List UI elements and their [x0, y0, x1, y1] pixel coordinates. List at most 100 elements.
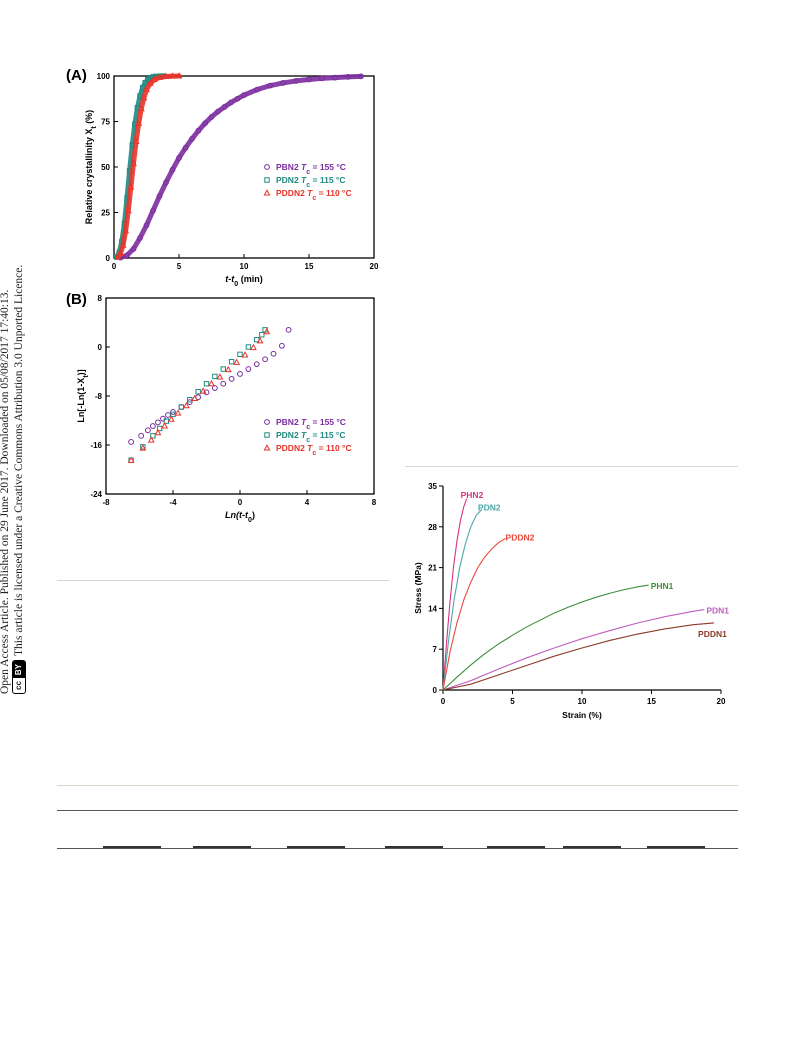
data-point — [156, 193, 163, 200]
data-point — [150, 207, 156, 214]
y-tick-label: -8 — [95, 392, 103, 401]
x-axis-label: Strain (%) — [562, 710, 602, 720]
x-tick-label: 0 — [112, 262, 117, 271]
series-pdn2: PDN2 — [442, 502, 501, 691]
data-point — [155, 419, 161, 426]
data-point — [221, 104, 228, 110]
data-point — [191, 394, 199, 401]
x-tick-label: 15 — [647, 697, 656, 706]
series-pddn2 — [114, 72, 183, 260]
data-point — [182, 144, 189, 151]
legend-label: PDN2 Tc = 115 °C — [276, 175, 345, 189]
plot-area-a: 0 5 10 15 20 0 25 50 75 100 t-t0 (min) Relative cry… — [84, 72, 379, 288]
series-line — [442, 584, 649, 691]
data-point — [203, 381, 210, 387]
data-point — [256, 337, 264, 344]
data-point — [280, 80, 286, 86]
data-point — [114, 253, 122, 260]
data-point — [237, 351, 243, 358]
data-point — [208, 379, 215, 387]
data-point — [224, 365, 232, 373]
data-point — [199, 387, 207, 394]
data-point — [127, 183, 135, 190]
y-tick-label: -16 — [90, 441, 102, 450]
rule-right — [405, 466, 738, 467]
chart-avrami: (B) -8 -4 0 4 8 -24 -16 -8 0 8 Ln(t-t0) Ln[-Ln(1-Xt… — [66, 291, 377, 524]
series-label: PHN1 — [651, 581, 674, 591]
series-pdn2 — [128, 327, 268, 464]
series-pddn2: PDDN2 — [442, 532, 535, 691]
cc-by-badge[interactable]: cc BY — [12, 659, 27, 694]
data-point — [234, 95, 241, 102]
series-line — [442, 537, 506, 691]
data-point — [182, 401, 190, 409]
x-tick-label: 20 — [717, 697, 726, 706]
data-point — [259, 332, 265, 338]
y-axis-label: Stress (MPa) — [413, 562, 423, 614]
data-point — [241, 351, 249, 358]
rule-left — [57, 580, 389, 581]
x-axis-label: t-t0 (min) — [225, 274, 262, 288]
data-point — [228, 99, 234, 106]
x-tick-label: 10 — [240, 262, 249, 271]
x-tick-label: -4 — [169, 498, 177, 507]
legend-label: PDDN2 Tc = 110 °C — [276, 188, 352, 202]
legend-label: PDDN2 Tc = 110 °C — [276, 443, 352, 457]
series-pddn1: PDDN1 — [442, 622, 727, 691]
data-point — [124, 206, 132, 214]
data-point — [293, 78, 299, 84]
data-point — [143, 85, 150, 93]
data-point — [332, 74, 338, 81]
data-point — [267, 82, 273, 89]
data-point — [245, 366, 252, 372]
y-tick-label: -24 — [90, 490, 102, 499]
license-line-2: cc BY This article is licensed under a Cre… — [12, 134, 27, 694]
data-point — [203, 389, 210, 396]
data-point — [285, 326, 292, 333]
data-point — [212, 373, 218, 380]
data-point — [127, 456, 135, 463]
data-point — [178, 404, 185, 410]
data-point — [228, 359, 235, 365]
series-label: PHN2 — [461, 490, 484, 500]
y-tick-label: 25 — [101, 209, 110, 218]
y-tick-label: 7 — [433, 645, 438, 654]
data-point — [139, 444, 147, 451]
x-tick-label: 20 — [370, 262, 379, 271]
series-pbn2 — [128, 326, 292, 445]
data-point — [174, 409, 182, 416]
legend-marker — [263, 189, 271, 196]
data-point — [144, 427, 151, 434]
y-tick-label: 100 — [97, 72, 111, 81]
plot-area-c: 0 5 10 15 20 0 7 14 21 28 35 Strain (%) Stress (MPa)… — [413, 482, 729, 720]
legend-marker — [264, 419, 270, 425]
data-point — [306, 76, 312, 83]
data-point — [345, 74, 351, 80]
y-tick-label: 8 — [98, 294, 103, 303]
legend-label: PBN2 Tc = 155 °C — [276, 417, 346, 431]
data-point — [241, 92, 247, 99]
series-trace — [118, 73, 364, 261]
data-point — [216, 373, 224, 380]
data-point — [132, 137, 140, 145]
x-tick-label: 5 — [177, 262, 182, 271]
x-tick-label: 4 — [305, 498, 310, 507]
cc-badge-text: cc — [14, 681, 24, 690]
data-point — [189, 135, 195, 142]
license-sidebar: Open Access Article. Published on 29 Jun… — [0, 134, 42, 694]
data-point — [178, 404, 185, 410]
y-tick-label: 0 — [98, 343, 103, 352]
series-label: PDDN1 — [698, 629, 727, 639]
data-point — [154, 428, 162, 436]
data-point — [263, 327, 271, 335]
data-point — [140, 93, 148, 101]
series-pdn2 — [113, 73, 167, 260]
data-point — [220, 380, 227, 387]
y-tick-label: 0 — [106, 254, 111, 263]
data-point — [270, 350, 277, 357]
y-tick-label: 75 — [101, 118, 110, 127]
data-point — [176, 155, 182, 161]
data-point — [278, 342, 285, 349]
data-point — [150, 75, 158, 83]
legend-label: PBN2 Tc = 155 °C — [276, 162, 346, 176]
